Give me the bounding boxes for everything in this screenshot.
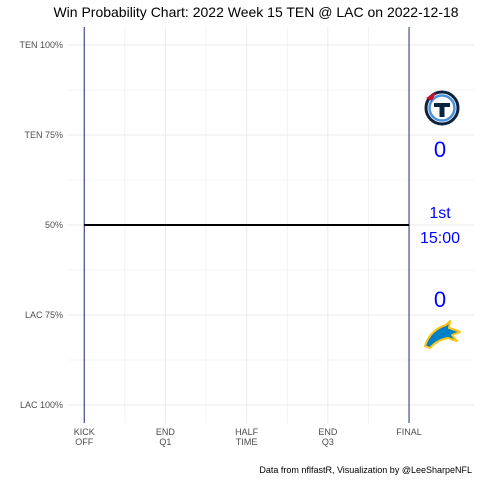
x-tick-label: END xyxy=(156,427,176,437)
y-tick-label: LAC 75% xyxy=(25,310,63,320)
y-tick-label: 50% xyxy=(45,220,63,230)
x-tick-label: HALF xyxy=(235,427,259,437)
lac-logo-icon xyxy=(424,320,461,349)
y-tick-label: TEN 100% xyxy=(19,40,63,50)
x-tick-label-line2: OFF xyxy=(75,437,93,447)
chart-caption: Data from nflfastR, Visualization by @Le… xyxy=(259,465,472,475)
x-tick-label: KICK xyxy=(74,427,95,437)
game-clock: 15:00 xyxy=(420,230,460,247)
chart-title: Win Probability Chart: 2022 Week 15 TEN … xyxy=(53,4,458,20)
away-score: 0 xyxy=(434,137,446,162)
y-tick-label: TEN 75% xyxy=(24,130,63,140)
y-tick-label: LAC 100% xyxy=(20,400,63,410)
x-tick-label: END xyxy=(318,427,338,437)
x-tick-label: FINAL xyxy=(396,427,422,437)
home-score: 0 xyxy=(434,287,446,312)
x-tick-label-line2: TIME xyxy=(236,437,258,447)
x-tick-label-line2: Q1 xyxy=(159,437,171,447)
game-period: 1st xyxy=(429,205,451,222)
ten-logo-icon xyxy=(424,90,460,126)
x-tick-label-line2: Q3 xyxy=(322,437,334,447)
y-axis-ticks: TEN 100% TEN 75% 50% LAC 75% LAC 100% xyxy=(19,40,63,410)
